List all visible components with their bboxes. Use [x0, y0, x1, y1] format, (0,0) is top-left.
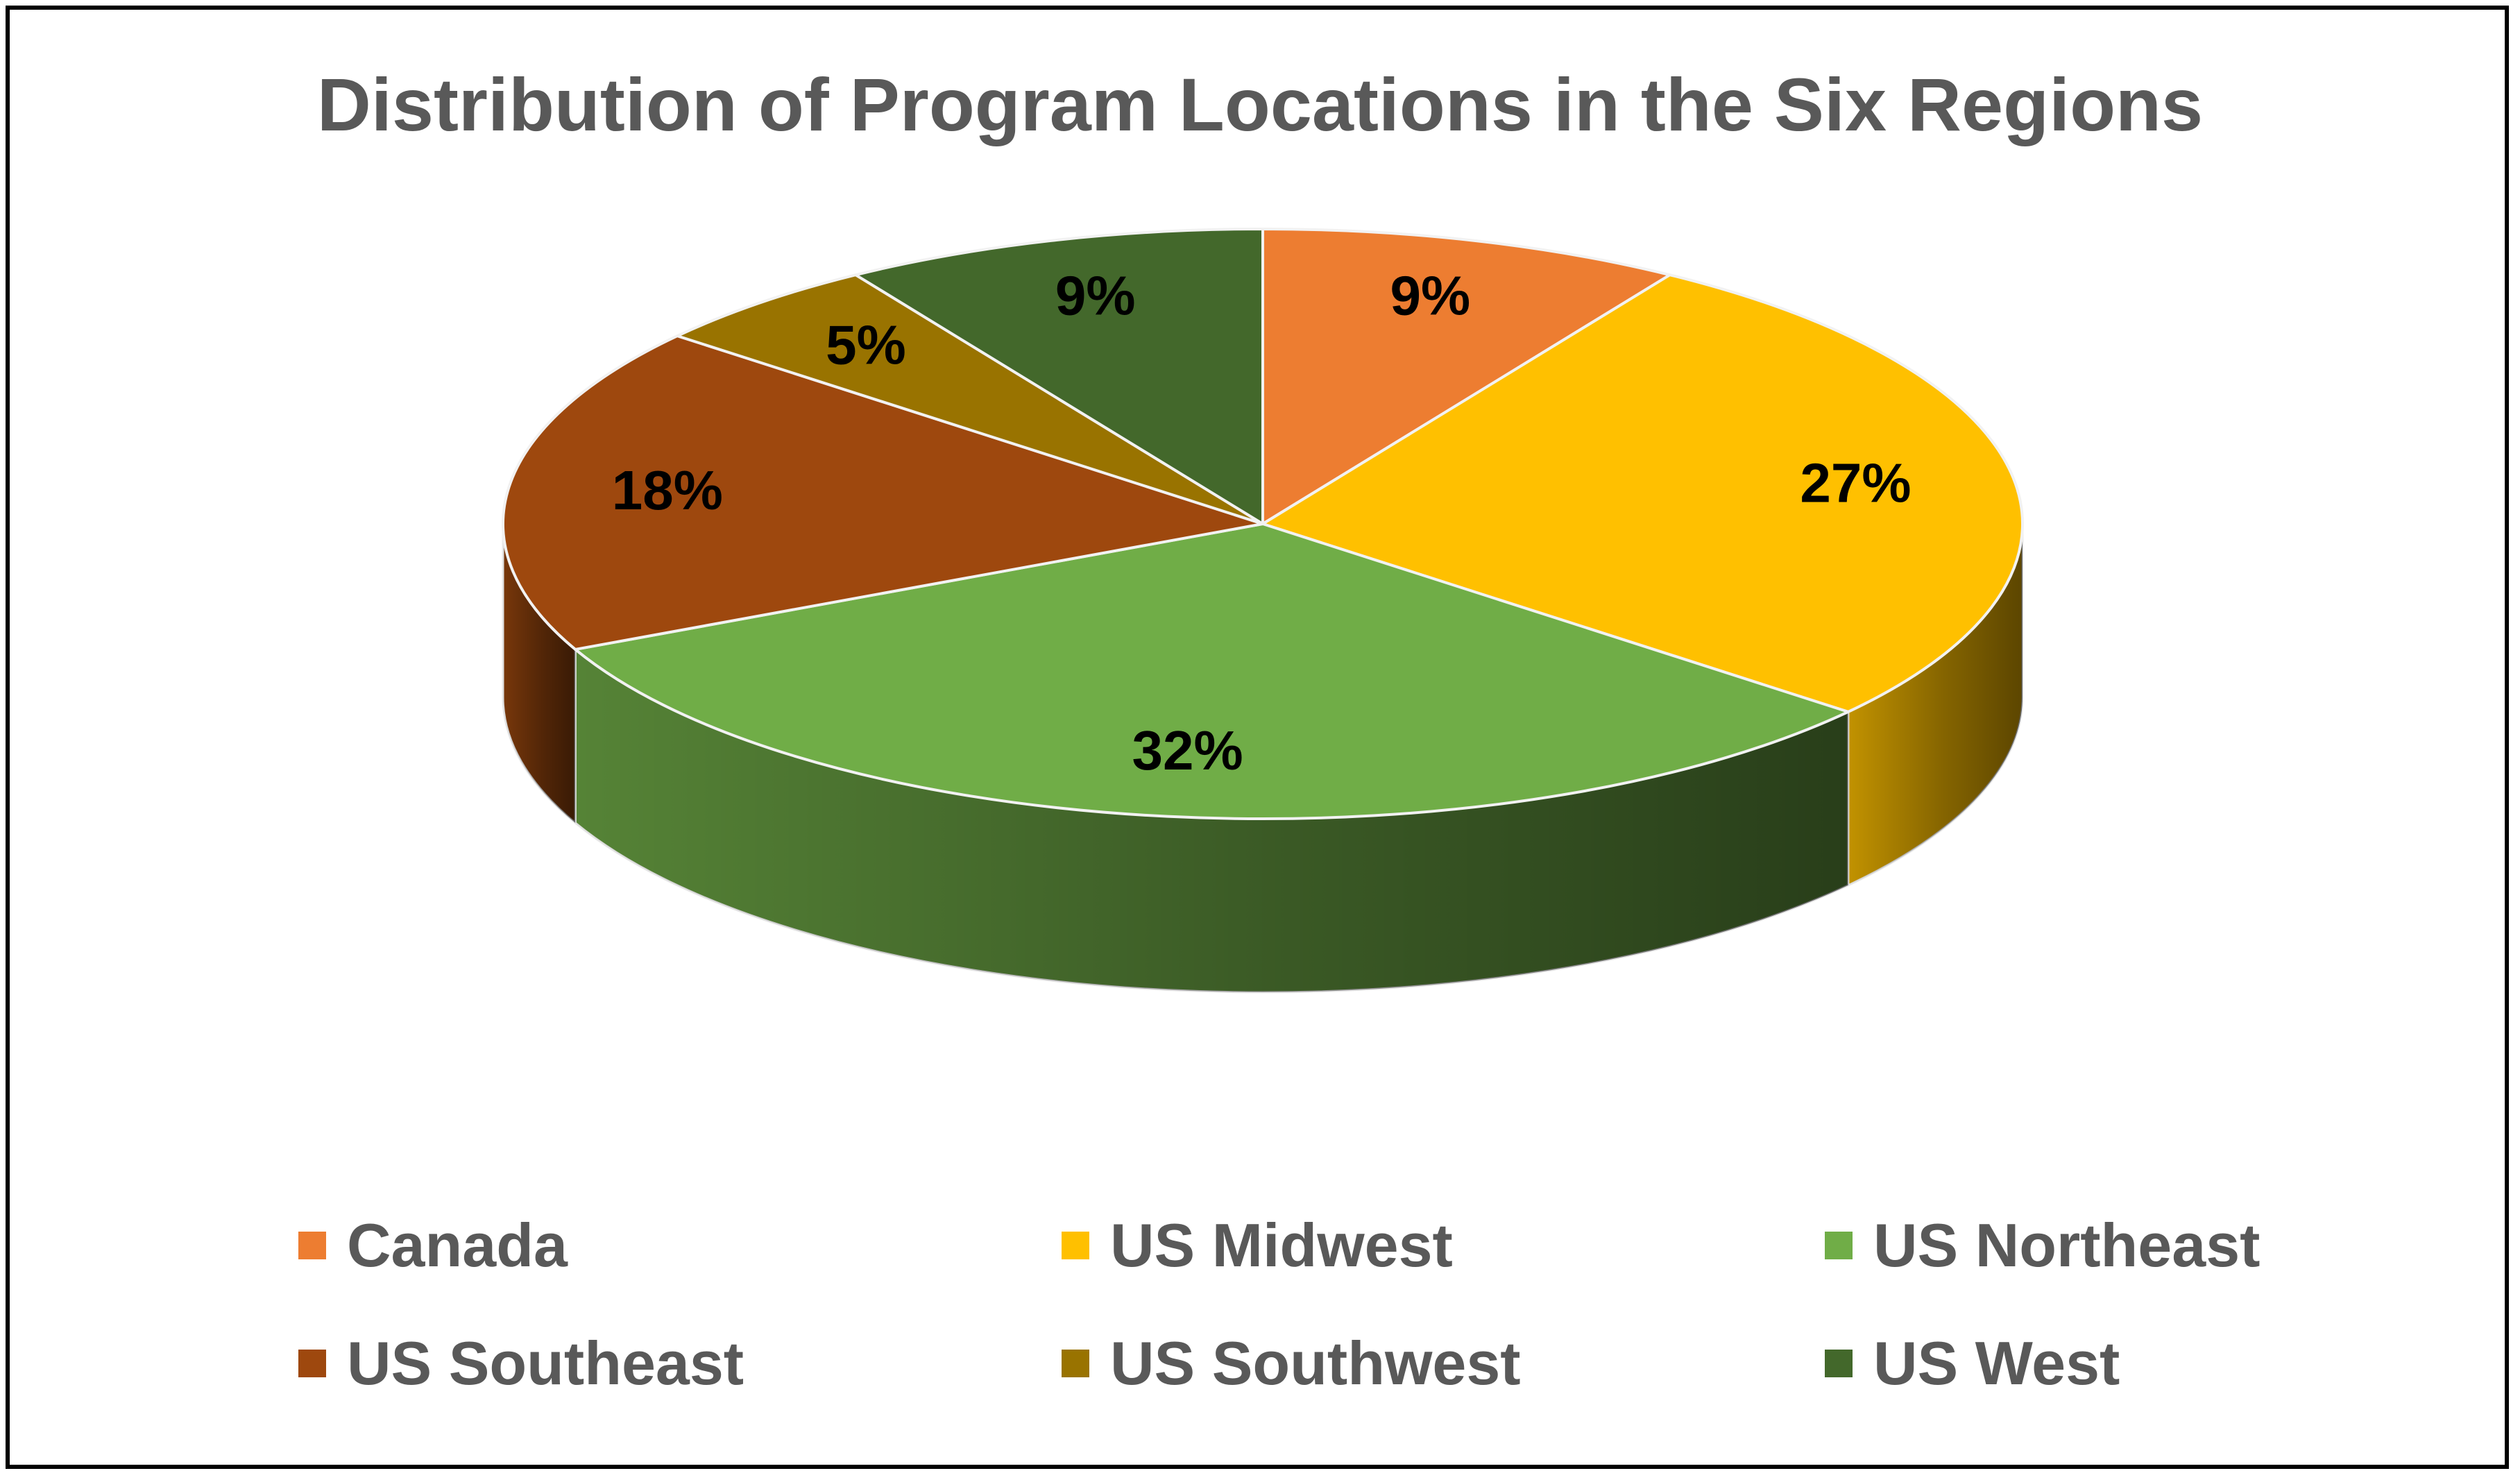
legend-label-us-southwest: US Southwest: [1110, 1329, 1521, 1397]
legend-item-us-midwest: US Midwest: [1062, 1211, 1825, 1280]
chart-title: Distribution of Program Locations in the…: [316, 62, 2204, 146]
pie-slice-us-southwest: [676, 273, 1264, 525]
pie-slice-us-midwest: [1261, 273, 2024, 713]
legend-swatch-us-southwest: [1062, 1350, 1089, 1377]
legend-label-us-southeast: US Southeast: [347, 1329, 744, 1397]
data-label-us-southwest: 5%: [826, 314, 906, 375]
pie-slice-us-west: [854, 228, 1264, 525]
legend-item-us-southeast: US Southeast: [298, 1329, 1062, 1398]
pie-slice-us-northeast: [574, 522, 1850, 821]
legend-label-us-west: US West: [1873, 1329, 2120, 1397]
data-label-canada: 9%: [1390, 265, 1471, 327]
legend-swatch-canada: [298, 1232, 326, 1259]
legend-item-us-southwest: US Southwest: [1062, 1329, 1825, 1398]
data-label-us-west: 9%: [1055, 265, 1136, 327]
legend-swatch-us-southeast: [298, 1350, 326, 1377]
data-label-us-southeast: 18%: [612, 459, 723, 521]
legend-swatch-us-midwest: [1062, 1232, 1089, 1259]
pie-slice-us-southeast: [502, 334, 1264, 651]
pie-side-shade-us-southeast: [503, 524, 576, 823]
legend-swatch-us-northeast: [1825, 1232, 1853, 1259]
legend-label-us-midwest: US Midwest: [1110, 1211, 1453, 1279]
pie-slice-canada: [1261, 228, 1671, 525]
data-label-us-northeast: 32%: [1132, 720, 1243, 781]
legend-item-us-west: US West: [1825, 1329, 2310, 1398]
pie-side-shade-us-northeast: [575, 649, 1848, 992]
pie-side-shade-us-midwest: [1848, 524, 2023, 885]
legend-swatch-us-west: [1825, 1350, 1853, 1377]
legend-label-canada: Canada: [347, 1211, 568, 1279]
data-label-us-midwest: 27%: [1800, 452, 1911, 514]
chart-legend: Canada US Midwest US Northeast US Southeast…: [298, 1211, 2310, 1398]
legend-item-canada: Canada: [298, 1211, 1062, 1280]
legend-item-us-northeast: US Northeast: [1825, 1211, 2310, 1280]
legend-label-us-northeast: US Northeast: [1873, 1211, 2261, 1279]
